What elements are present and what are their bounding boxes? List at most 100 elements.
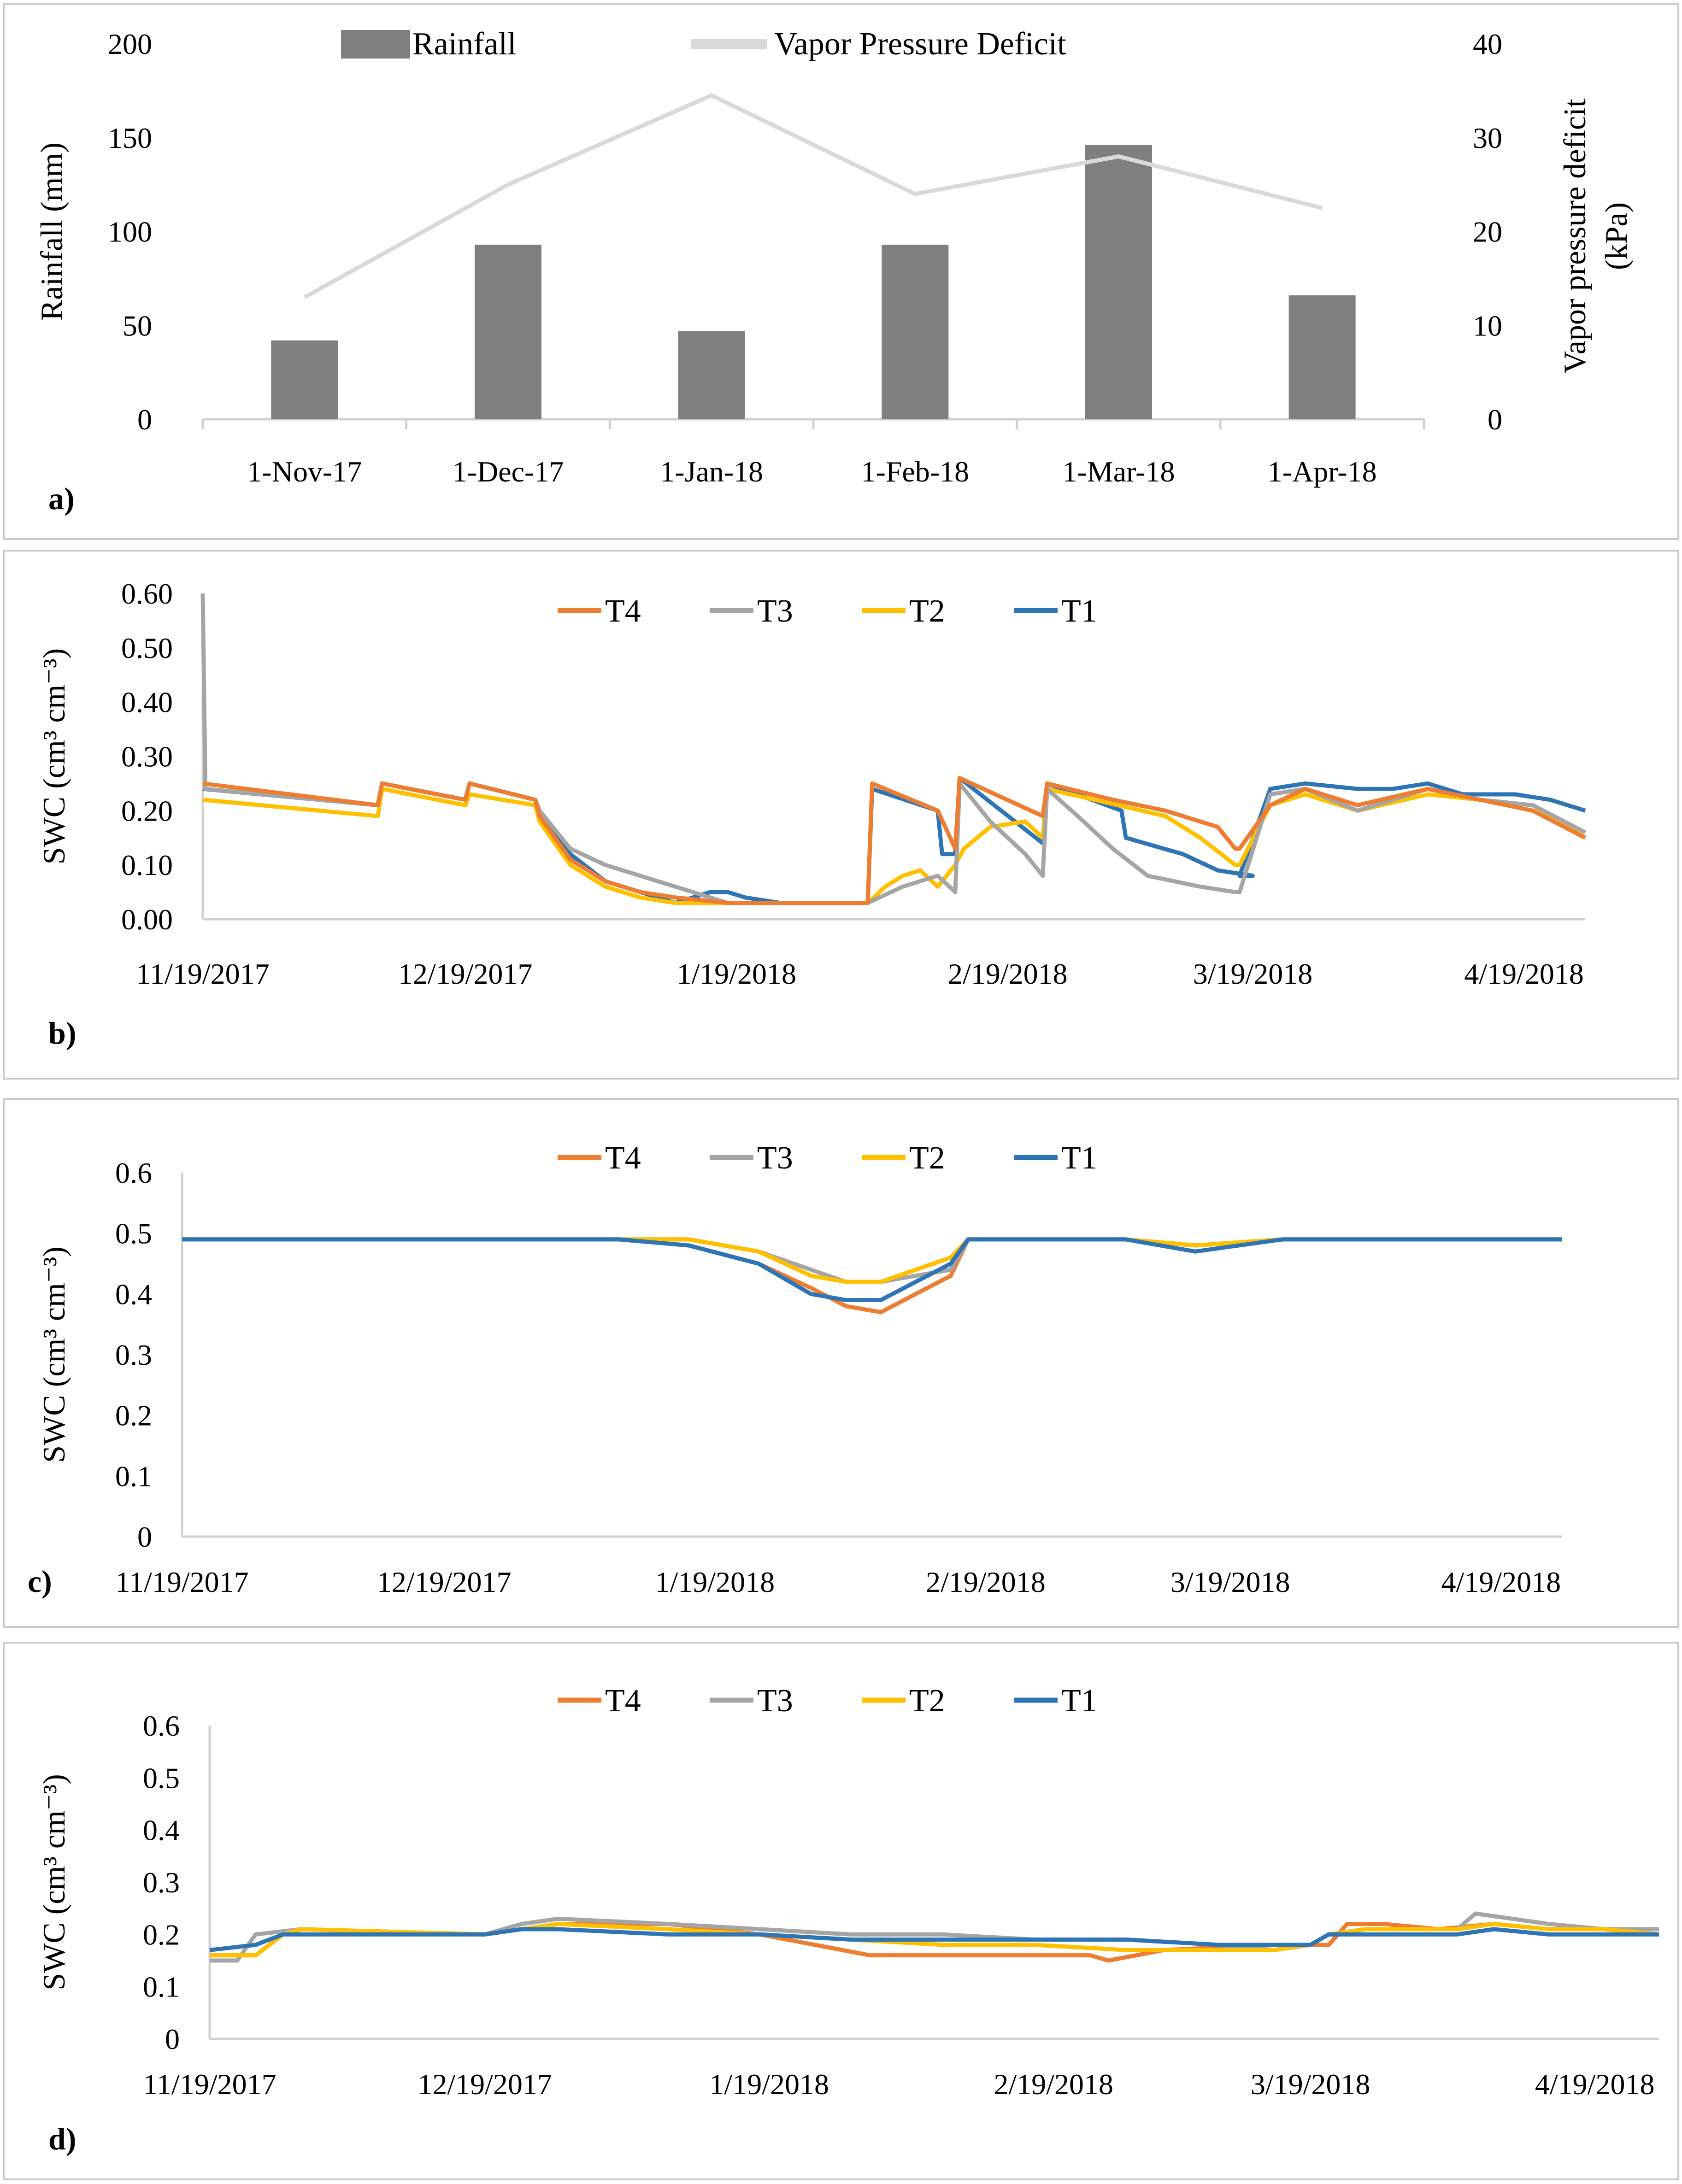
rainfall-bar <box>1288 295 1356 419</box>
x-tick-label: 11/19/2017 <box>143 2068 276 2101</box>
panel-d-frame <box>3 1642 1679 2180</box>
x-tick-label: 1-Jan-18 <box>660 455 763 488</box>
y-tick-label: 0.50 <box>121 632 173 664</box>
x-tick-label: 12/19/2017 <box>418 2068 552 2101</box>
x-tick-label: 11/19/2017 <box>115 1566 248 1598</box>
x-tick-label: 11/19/2017 <box>136 957 269 990</box>
y2-axis-title-line: (kPa) <box>1599 202 1634 270</box>
x-tick-label: 12/19/2017 <box>398 957 533 990</box>
y-tick-label: 150 <box>108 122 152 154</box>
y-tick-label: 0.4 <box>143 1814 180 1847</box>
x-tick-label: 2/19/2018 <box>926 1566 1046 1598</box>
rainfall-bar <box>882 245 949 419</box>
x-tick-label: 3/19/2018 <box>1170 1566 1290 1598</box>
y-axis-title: SWC (cm³ cm⁻³) <box>36 1774 71 1990</box>
y-tick-label: 0 <box>165 2023 180 2055</box>
y2-tick-label: 30 <box>1473 122 1502 154</box>
y2-tick-label: 0 <box>1488 403 1502 436</box>
x-tick-label: 12/19/2017 <box>377 1566 512 1598</box>
x-tick-label: 4/19/2018 <box>1535 2068 1655 2101</box>
series-line-t4 <box>202 776 1587 905</box>
x-tick-label: 4/19/2018 <box>1441 1566 1561 1598</box>
y-tick-label: 0 <box>137 1521 152 1553</box>
panel-c: c) 0 0.1 0.2 0.3 0.4 0.5 0.6 SWC (cm³ cm⁻³) 11/19… <box>3 1098 1679 1628</box>
y-tick-label: 50 <box>123 309 152 342</box>
y2-tick-label: 10 <box>1473 309 1502 342</box>
y-tick-label: 0.60 <box>121 577 173 610</box>
legend-label-t4: T4 <box>605 1683 641 1719</box>
y-axis-title: SWC (cm³ cm⁻³) <box>36 1246 71 1462</box>
y-tick-label: 0.1 <box>115 1460 152 1492</box>
legend-label-t1: T1 <box>1061 1140 1097 1176</box>
panel-a: a) 0 50 100 150 200 0 10 20 30 40 Rainfall (mm) Vapo… <box>3 3 1679 540</box>
x-tick-label: 2/19/2018 <box>948 957 1068 990</box>
x-tick-label: 1/19/2018 <box>655 1566 775 1598</box>
legend-label-vpd: Vapor Pressure Deficit <box>774 26 1066 62</box>
x-tick-label: 1-Nov-17 <box>247 455 362 488</box>
x-tick-label: 1/19/2018 <box>676 957 796 990</box>
legend-label-t2: T2 <box>909 1140 945 1176</box>
y-tick-label: 200 <box>108 28 152 60</box>
y-tick-label: 0.6 <box>115 1157 152 1189</box>
panel-b-frame <box>3 550 1679 1080</box>
rainfall-bar <box>475 245 541 419</box>
y-tick-label: 0.4 <box>115 1278 152 1310</box>
y-tick-label: 0.5 <box>115 1217 152 1250</box>
x-tick-label: 3/19/2018 <box>1193 957 1313 990</box>
y-axis-title: Rainfall (mm) <box>34 142 69 321</box>
y-tick-label: 0.1 <box>143 1971 180 2003</box>
x-tick-label: 1-Mar-18 <box>1063 455 1175 488</box>
legend-label-t2: T2 <box>909 593 945 629</box>
y-axis-title: SWC (cm³ cm⁻³) <box>36 648 71 864</box>
legend-label-t3: T3 <box>757 1140 793 1176</box>
panel-a-frame <box>3 3 1679 540</box>
legend-label-rainfall: Rainfall <box>412 26 516 62</box>
legend-label-t1: T1 <box>1061 593 1097 629</box>
legend-label-t4: T4 <box>605 593 641 629</box>
y-tick-label: 0.20 <box>121 794 173 827</box>
y-tick-label: 0.3 <box>115 1339 152 1371</box>
legend-label-t3: T3 <box>757 1683 793 1719</box>
x-tick-label: 1/19/2018 <box>709 2068 829 2101</box>
rainfall-bar <box>271 340 338 419</box>
x-tick-label: 4/19/2018 <box>1464 957 1584 990</box>
y-tick-label: 0.30 <box>121 740 173 773</box>
x-tick-label: 1-Apr-18 <box>1268 455 1377 488</box>
panel-d: d) 0 0.1 0.2 0.3 0.4 0.5 0.6 SWC (cm³ cm⁻³) 11/19… <box>3 1642 1679 2180</box>
panel-label-a: a) <box>48 481 75 516</box>
y-tick-label: 0.40 <box>121 686 173 719</box>
y-tick-label: 0.10 <box>121 849 173 881</box>
panel-c-frame <box>3 1098 1679 1628</box>
y2-tick-label: 20 <box>1473 216 1502 248</box>
y2-axis-title-line: Vapor pressure deficit <box>1557 99 1592 374</box>
rainfall-bar <box>1085 145 1152 419</box>
series-line-t2 <box>182 1237 1562 1284</box>
y-tick-label: 0.00 <box>121 903 173 936</box>
y-tick-label: 0.2 <box>143 1918 180 1951</box>
panel-b: b) 0.00 0.10 0.20 0.30 0.40 0.50 0.60 SWC (cm³ c… <box>3 550 1679 1080</box>
legend-label-t3: T3 <box>757 593 793 629</box>
x-tick-label: 1-Feb-18 <box>861 455 970 488</box>
legend-swatch-rainfall <box>341 30 410 59</box>
series-line-t1 <box>182 1237 1562 1302</box>
y-tick-label: 0.2 <box>115 1399 152 1432</box>
x-tick-label: 1-Dec-17 <box>453 455 564 488</box>
legend-label-t1: T1 <box>1061 1683 1097 1719</box>
y-tick-label: 0.5 <box>143 1761 180 1794</box>
x-tick-label: 3/19/2018 <box>1251 2068 1370 2101</box>
y-tick-label: 0 <box>137 403 152 436</box>
panel-label-b: b) <box>48 1016 76 1051</box>
y-tick-label: 0.3 <box>143 1866 180 1899</box>
rainfall-bar <box>678 331 745 419</box>
vpd-line <box>303 93 1323 299</box>
panel-label-c: c) <box>28 1564 52 1599</box>
legend-label-t4: T4 <box>605 1140 641 1176</box>
series-line-t1 <box>209 1927 1659 1952</box>
legend-label-t2: T2 <box>909 1683 945 1719</box>
y2-tick-label: 40 <box>1473 28 1502 60</box>
y-tick-label: 0.6 <box>143 1709 180 1742</box>
x-tick-label: 2/19/2018 <box>994 2068 1113 2101</box>
y-tick-label: 100 <box>108 216 152 248</box>
panel-label-d: d) <box>48 2121 76 2156</box>
